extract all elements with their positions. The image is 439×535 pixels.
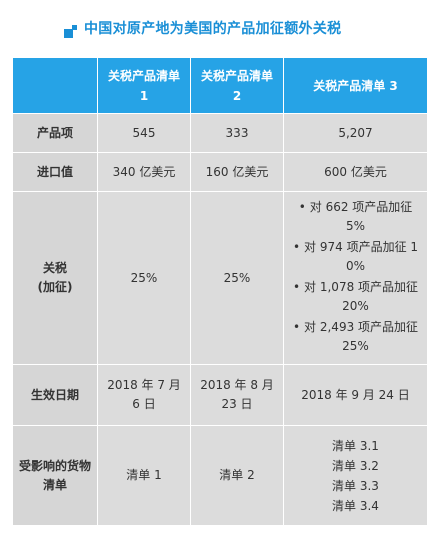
column-header-list-3: 关税产品清单 3	[283, 57, 428, 114]
table-row-effective-date: 生效日期 2018 年 7 月 6 日 2018 年 8 月 23 日 2018…	[12, 364, 428, 426]
row-label-tariff: 关税 (加征)	[12, 191, 98, 365]
cell-tariff-list-2: 25%	[190, 191, 284, 365]
table-row-products: 产品项 545 333 5,207	[12, 113, 428, 153]
cell-import-value-list-2: 160 亿美元	[190, 152, 284, 192]
list-item: • 对 2,493 项产品加征 25%	[292, 320, 419, 353]
column-header-list-1: 关税产品清单 1	[97, 57, 191, 114]
list-item: 清单 3.3	[332, 478, 379, 493]
cell-date-list-1: 2018 年 7 月 6 日	[97, 364, 191, 426]
cell-affected-list-1: 清单 1	[97, 425, 191, 526]
cell-tariff-list-1: 25%	[97, 191, 191, 365]
cell-tariff-list-3: • 对 662 项产品加征 5% • 对 974 项产品加征 10% • 对 1,07…	[283, 191, 428, 365]
title-row: 中国对原产地为美国的产品加征额外关税	[0, 14, 439, 44]
cell-import-value-list-3: 600 亿美元	[283, 152, 428, 192]
table-row-import-value: 进口值 340 亿美元 160 亿美元 600 亿美元	[12, 152, 428, 192]
table-header-row: 关税产品清单 1 关税产品清单 2 关税产品清单 3	[12, 57, 428, 114]
list-item: • 对 1,078 项产品加征 20%	[292, 280, 419, 313]
row-label-affected-lists: 受影响的货物清单	[12, 425, 98, 526]
list-item: • 对 974 项产品加征 10%	[292, 240, 419, 273]
cell-products-list-3: 5,207	[283, 113, 428, 153]
header-corner-cell	[12, 57, 98, 114]
cell-import-value-list-1: 340 亿美元	[97, 152, 191, 192]
row-label-effective-date: 生效日期	[12, 364, 98, 426]
list-item: 清单 3.2	[332, 458, 379, 473]
row-label-products: 产品项	[12, 113, 98, 153]
tariff-table: 关税产品清单 1 关税产品清单 2 关税产品清单 3 产品项 545 333 5…	[12, 57, 428, 526]
page-title: 中国对原产地为美国的产品加征额外关税	[84, 21, 342, 37]
list-item: • 对 662 项产品加征 5%	[298, 200, 413, 233]
table-row-tariff: 关税 (加征) 25% 25% • 对 662 项产品加征 5% • 对 974 项…	[12, 191, 428, 365]
tariff-rates-list: • 对 662 项产品加征 5% • 对 974 项产品加征 10% • 对 1,07…	[290, 198, 421, 356]
cell-products-list-1: 545	[97, 113, 191, 153]
list-item: 清单 3.4	[332, 498, 379, 513]
title-square-icon	[64, 25, 78, 39]
table-row-affected-lists: 受影响的货物清单 清单 1 清单 2 清单 3.1 清单 3.2 清单 3.3 …	[12, 425, 428, 526]
list-item: 清单 3.1	[332, 438, 379, 453]
cell-date-list-2: 2018 年 8 月 23 日	[190, 364, 284, 426]
cell-affected-list-3: 清单 3.1 清单 3.2 清单 3.3 清单 3.4	[283, 425, 428, 526]
cell-products-list-2: 333	[190, 113, 284, 153]
cell-affected-list-2: 清单 2	[190, 425, 284, 526]
row-label-import-value: 进口值	[12, 152, 98, 192]
cell-date-list-3: 2018 年 9 月 24 日	[283, 364, 428, 426]
column-header-list-2: 关税产品清单 2	[190, 57, 284, 114]
